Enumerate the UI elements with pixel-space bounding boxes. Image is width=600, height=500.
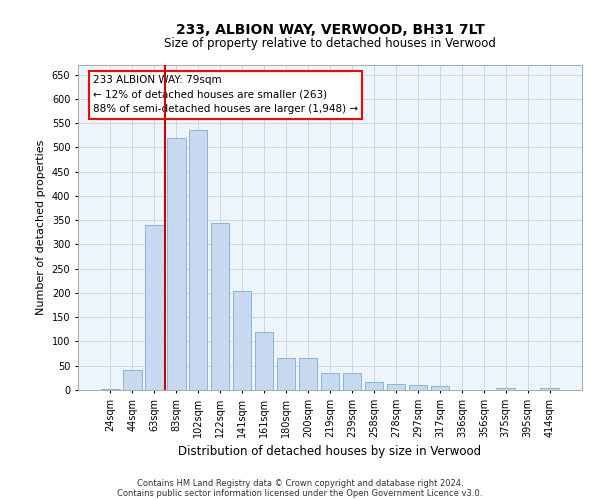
Bar	[431, 386, 449, 390]
Bar	[409, 385, 427, 390]
Bar	[211, 222, 229, 390]
Text: 233, ALBION WAY, VERWOOD, BH31 7LT: 233, ALBION WAY, VERWOOD, BH31 7LT	[176, 22, 484, 36]
Bar	[299, 358, 317, 390]
Bar	[541, 388, 559, 390]
Bar	[320, 372, 340, 390]
Bar	[101, 388, 119, 390]
Bar	[123, 370, 142, 390]
X-axis label: Distribution of detached houses by size in Verwood: Distribution of detached houses by size …	[178, 446, 482, 458]
Bar	[496, 388, 515, 390]
Bar	[365, 382, 383, 390]
Text: Contains HM Land Registry data © Crown copyright and database right 2024.: Contains HM Land Registry data © Crown c…	[137, 478, 463, 488]
Bar	[386, 384, 405, 390]
Bar	[255, 332, 274, 390]
Bar	[233, 291, 251, 390]
Y-axis label: Number of detached properties: Number of detached properties	[36, 140, 46, 315]
Text: 233 ALBION WAY: 79sqm
← 12% of detached houses are smaller (263)
88% of semi-det: 233 ALBION WAY: 79sqm ← 12% of detached …	[93, 74, 358, 114]
Text: Contains public sector information licensed under the Open Government Licence v3: Contains public sector information licen…	[118, 488, 482, 498]
Text: Size of property relative to detached houses in Verwood: Size of property relative to detached ho…	[164, 38, 496, 51]
Bar	[277, 358, 295, 390]
Bar	[167, 138, 185, 390]
Bar	[145, 225, 164, 390]
Bar	[343, 372, 361, 390]
Bar	[189, 130, 208, 390]
